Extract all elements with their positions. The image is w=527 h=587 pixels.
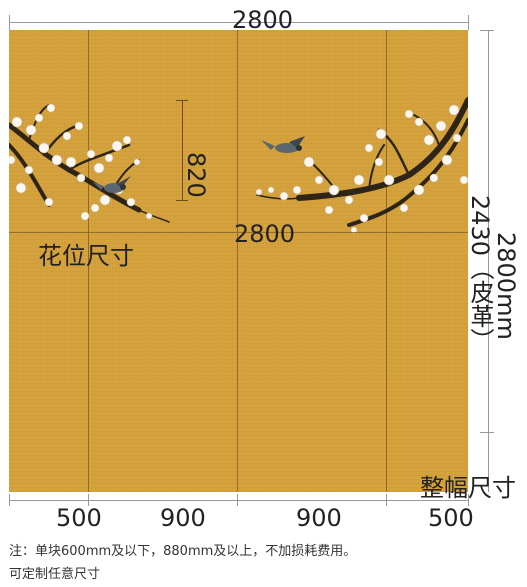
bottom-dim-tick-1	[88, 494, 89, 506]
panel-width-1: 500	[56, 504, 102, 532]
right-blossoms	[255, 104, 468, 234]
note-line-2: 可定制任意尺寸	[9, 567, 101, 582]
bottom-dim-tick-0	[9, 494, 10, 506]
top-dimension-line	[9, 22, 468, 23]
bottom-dim-tick-3	[386, 494, 387, 506]
note-line-1: 注：单块600mm及以下，880mm及以上，不加损耗费用。	[9, 544, 357, 559]
wallpaper-panel	[9, 30, 468, 492]
height-label: 2430（皮革）	[466, 195, 494, 353]
flower-height-tick-top	[176, 100, 188, 101]
right-branch	[256, 97, 468, 227]
right-height-tick-top	[480, 30, 494, 31]
left-blossoms	[9, 103, 153, 221]
top-width-label: 2800	[232, 6, 294, 34]
top-dim-tick-left	[9, 15, 10, 30]
panel-seam-3	[386, 30, 387, 492]
left-branch	[9, 104, 170, 223]
plum-blossom-artwork	[9, 97, 468, 234]
panel-width-2: 900	[160, 504, 206, 532]
panel-width-3: 900	[296, 504, 342, 532]
bottom-dimension-line	[9, 500, 468, 501]
flower-height-label: 820	[182, 152, 210, 198]
top-dim-tick-right	[468, 15, 469, 30]
panel-seam-2	[237, 30, 238, 492]
flower-size-label: 花位尺寸	[38, 242, 134, 270]
right-height-tick-bottom	[480, 432, 494, 433]
right-height-line	[488, 30, 489, 492]
flower-height-tick-bottom	[176, 200, 188, 201]
bird-left	[93, 176, 131, 193]
height-mm-label: 2800mm	[492, 232, 520, 340]
panel-width-4: 500	[428, 504, 474, 532]
flower-height-line	[182, 100, 183, 200]
bird-right	[261, 136, 305, 153]
bottom-dim-tick-4	[468, 494, 469, 506]
panel-seam-1	[88, 30, 89, 492]
flower-width-line	[9, 232, 468, 233]
middle-width-label: 2800	[234, 220, 296, 248]
bottom-dim-tick-2	[237, 494, 238, 506]
